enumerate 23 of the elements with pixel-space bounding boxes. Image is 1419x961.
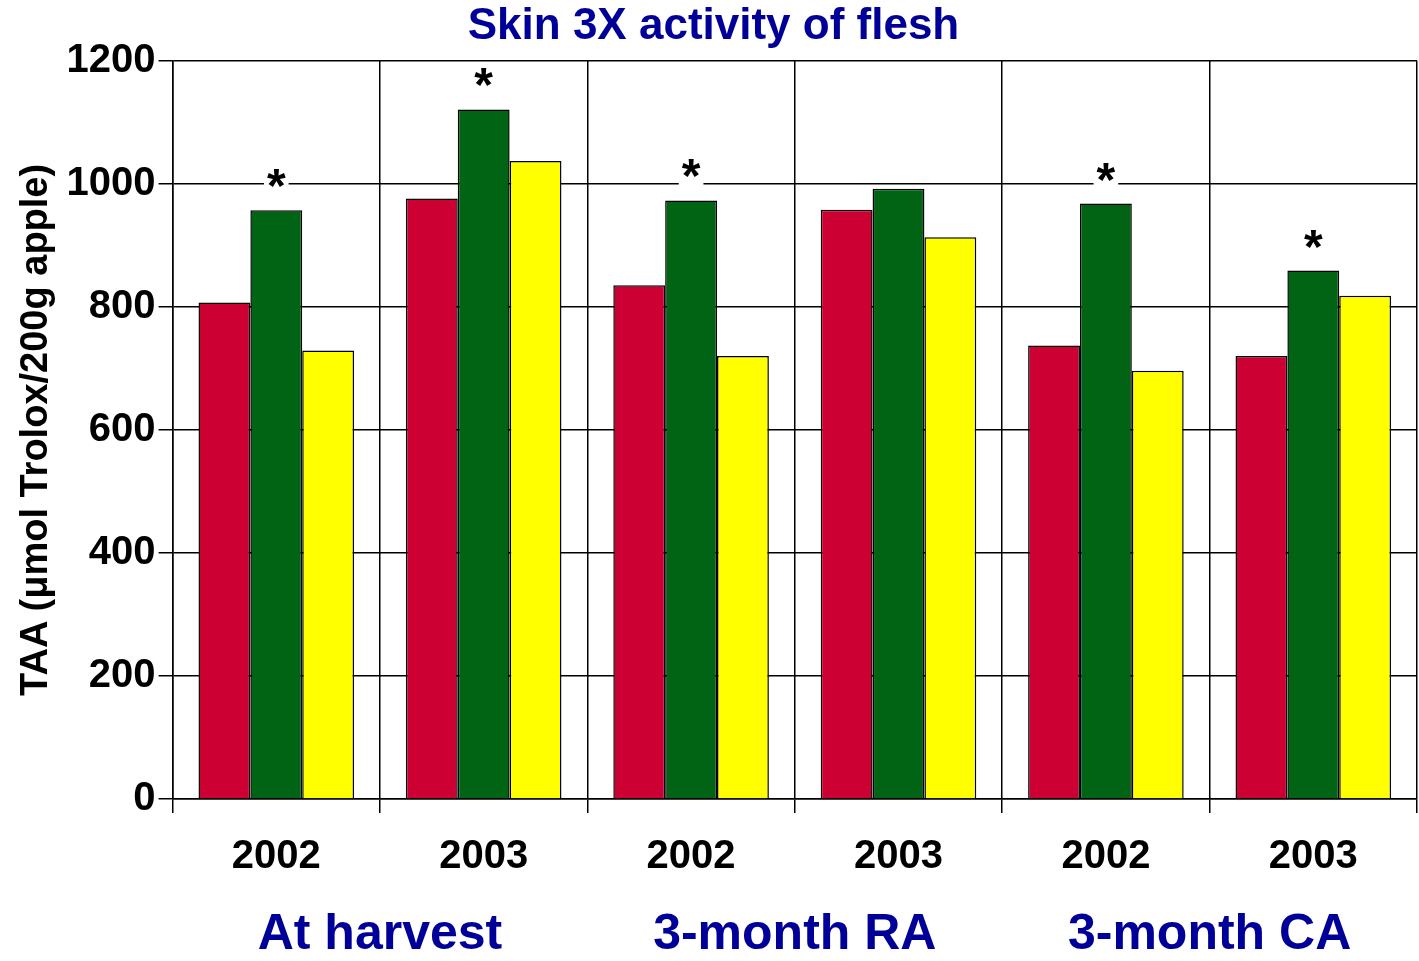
x-tick-label: 2003 — [439, 832, 529, 877]
data-label: * — [474, 58, 494, 112]
text: 3-month CA — [1067, 903, 1352, 960]
y-tick-label: 1000 — [66, 158, 156, 203]
y-tick-label: 800 — [88, 281, 156, 326]
data-label: * — [681, 149, 701, 203]
data-label: * — [266, 159, 286, 213]
y-tick-label: 200 — [88, 651, 156, 695]
text: 3-month RA — [653, 903, 937, 960]
x-tick-label: 2002 — [646, 832, 736, 877]
data-label: * — [1303, 219, 1323, 273]
y-axis-title: TAA (μmol Trolox/200g apple) — [13, 163, 56, 696]
y-tick-label: 1200 — [66, 35, 156, 80]
x-tick-label: 2003 — [854, 832, 943, 877]
chart-title: Skin 3X activity of flesh — [467, 0, 960, 48]
y-tick-label: 400 — [88, 527, 156, 572]
x-tick-label: 2003 — [1268, 832, 1358, 877]
text: At harvest — [257, 903, 503, 960]
data-label: * — [1096, 152, 1116, 206]
y-tick-label: 0 — [133, 774, 156, 819]
x-tick-label: 2002 — [231, 832, 321, 877]
x-tick-label: 2002 — [1061, 832, 1151, 877]
y-tick-label: 600 — [88, 404, 156, 449]
